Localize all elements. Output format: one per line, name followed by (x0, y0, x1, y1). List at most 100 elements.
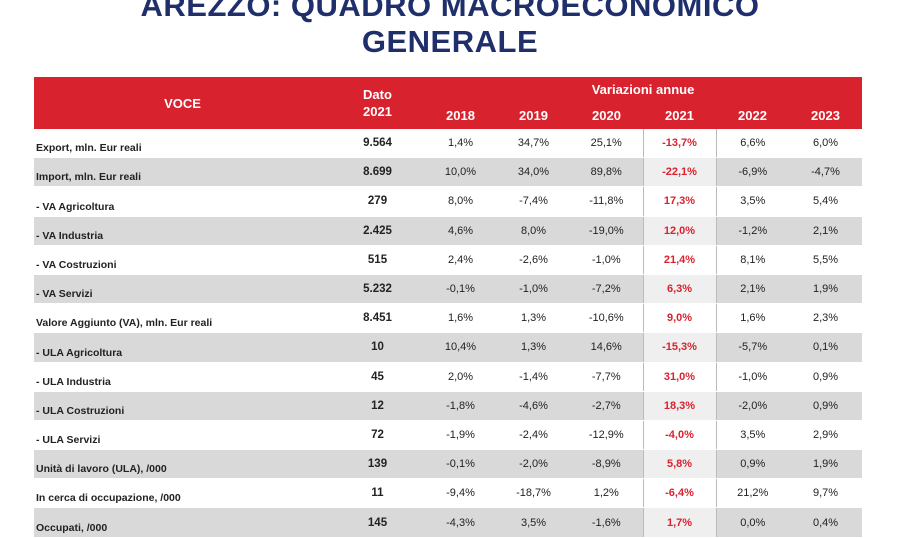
row-variation-2023: 5,4% (789, 186, 863, 217)
row-variation-2020: -7,2% (570, 274, 643, 305)
row-label: Occupati, /000 (34, 507, 331, 538)
table-row: Occupati, /000 145 -4,3% 3,5% -1,6% 1,7% 0,0% 0… (34, 507, 863, 538)
row-variation-2019: 34,0% (497, 157, 570, 188)
row-variation-2018: 2,4% (424, 245, 497, 275)
table-row: Export, mln. Eur reali 9.564 1,4% 34,7% 25,1… (34, 129, 863, 159)
row-variation-2023: -4,7% (789, 157, 863, 188)
row-variation-2022: -6,9% (715, 157, 789, 188)
row-variation-2022: 8,1% (715, 245, 789, 275)
row-label: - VA Costruzioni (34, 245, 331, 275)
row-variation-2018: -0,1% (424, 449, 497, 480)
table-row: - VA Costruzioni 515 2,4% -2,6% -1,0% 21,4% 8,… (34, 245, 863, 275)
row-variation-2020: -1,0% (570, 245, 643, 275)
row-variation-2022: 6,6% (715, 129, 789, 159)
row-variation-2018: -1,9% (424, 420, 497, 451)
row-label: - ULA Agricoltura (34, 332, 331, 363)
row-variation-2018: 10,0% (424, 157, 497, 188)
row-label: - VA Agricoltura (34, 186, 331, 217)
row-variation-2020: -19,0% (570, 216, 643, 246)
row-variation-2021: 9,0% (642, 303, 716, 334)
row-label: - VA Industria (34, 216, 331, 246)
row-label: - VA Servizi (34, 274, 331, 305)
row-variation-2018: -4,3% (424, 507, 497, 538)
row-dato-2021: 72 (331, 420, 424, 451)
table-row: In cerca di occupazione, /000 11 -9,4% -18,… (34, 478, 863, 509)
row-dato-2021: 5.232 (331, 274, 424, 305)
header-voce: VOCE (34, 77, 331, 129)
row-variation-2020: -12,9% (570, 420, 643, 451)
row-variation-2019: -2,0% (497, 449, 570, 480)
row-variation-2021: 12,0% (642, 216, 716, 246)
table-header: VOCE Dato 2021 Variazioni annue 2018 201… (34, 77, 863, 129)
row-variation-2022: 0,9% (715, 449, 789, 480)
table-row: - VA Agricoltura 279 8,0% -7,4% -11,8% 17,3% 3… (34, 186, 863, 217)
row-variation-2018: -0,1% (424, 274, 497, 305)
row-variation-2020: -8,9% (570, 449, 643, 480)
row-variation-2023: 1,9% (789, 274, 863, 305)
row-label: In cerca di occupazione, /000 (34, 478, 331, 509)
header-dato-line2: 2021 (363, 104, 392, 119)
row-variation-2023: 2,1% (789, 216, 863, 246)
row-label: - ULA Servizi (34, 420, 331, 451)
row-dato-2021: 45 (331, 362, 424, 392)
row-variation-2021: 5,8% (642, 449, 716, 480)
row-variation-2018: 10,4% (424, 332, 497, 363)
table-row: - ULA Costruzioni 12 -1,8% -4,6% -2,7% 18,3% -… (34, 391, 863, 421)
row-variation-2021: 17,3% (642, 186, 716, 217)
header-year: 2020 (570, 102, 643, 129)
row-variation-2018: -9,4% (424, 478, 497, 509)
row-variation-2022: 21,2% (715, 478, 789, 509)
row-dato-2021: 515 (331, 245, 424, 275)
row-variation-2022: 0,0% (715, 507, 789, 538)
row-label: Unità di lavoro (ULA), /000 (34, 449, 331, 480)
row-dato-2021: 8.699 (331, 157, 424, 188)
row-variation-2020: 25,1% (570, 129, 643, 159)
header-year: 2022 (716, 102, 789, 129)
row-dato-2021: 2.425 (331, 216, 424, 246)
header-dato: Dato 2021 (331, 77, 424, 129)
row-variation-2018: 8,0% (424, 186, 497, 217)
row-variation-2021: 21,4% (642, 245, 716, 275)
table-row: - ULA Servizi 72 -1,9% -2,4% -12,9% -4,0% 3,5%… (34, 420, 863, 451)
row-variation-2019: 34,7% (497, 129, 570, 159)
row-variation-2020: -10,6% (570, 303, 643, 334)
row-dato-2021: 10 (331, 332, 424, 363)
header-year: 2019 (497, 102, 570, 129)
row-variation-2020: -7,7% (570, 362, 643, 392)
row-variation-2021: -15,3% (642, 332, 716, 363)
header-dato-line1: Dato (363, 87, 392, 102)
row-variation-2020: -2,7% (570, 391, 643, 421)
row-variation-2023: 0,9% (789, 362, 863, 392)
header-variazioni: Variazioni annue (424, 77, 863, 102)
row-variation-2023: 9,7% (789, 478, 863, 509)
header-year: 2021 (643, 102, 716, 129)
row-variation-2018: 1,4% (424, 129, 497, 159)
table-row: Unità di lavoro (ULA), /000 139 -0,1% -2,0%… (34, 449, 863, 480)
row-variation-2022: 3,5% (715, 186, 789, 217)
row-variation-2019: -1,0% (497, 274, 570, 305)
row-variation-2023: 0,1% (789, 332, 863, 363)
row-variation-2018: 2,0% (424, 362, 497, 392)
row-variation-2021: 6,3% (642, 274, 716, 305)
row-dato-2021: 139 (331, 449, 424, 480)
row-dato-2021: 12 (331, 391, 424, 421)
macroeconomic-table: VOCE Dato 2021 Variazioni annue 2018 201… (34, 77, 863, 538)
table-body: Export, mln. Eur reali 9.564 1,4% 34,7% 25,1… (34, 129, 863, 538)
row-variation-2023: 2,9% (789, 420, 863, 451)
row-variation-2020: -11,8% (570, 186, 643, 217)
row-variation-2020: -1,6% (570, 507, 643, 538)
row-dato-2021: 279 (331, 186, 424, 217)
row-variation-2020: 89,8% (570, 157, 643, 188)
row-variation-2022: 3,5% (715, 420, 789, 451)
row-dato-2021: 11 (331, 478, 424, 509)
row-label: Export, mln. Eur reali (34, 129, 331, 159)
row-variation-2021: 31,0% (642, 362, 716, 392)
row-label: Valore Aggiunto (VA), mln. Eur reali (34, 303, 331, 334)
table-row: - ULA Agricoltura 10 10,4% 1,3% 14,6% -15,3% -… (34, 332, 863, 363)
header-year: 2023 (789, 102, 863, 129)
row-dato-2021: 8.451 (331, 303, 424, 334)
row-variation-2018: 4,6% (424, 216, 497, 246)
row-variation-2022: -5,7% (715, 332, 789, 363)
row-variation-2019: 1,3% (497, 303, 570, 334)
row-variation-2023: 6,0% (789, 129, 863, 159)
